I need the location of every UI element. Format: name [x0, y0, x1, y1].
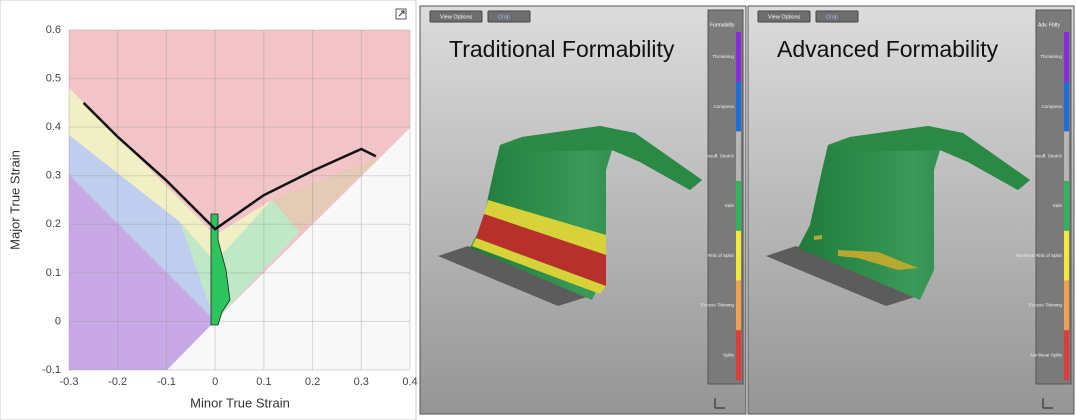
x-tick-label: 0	[212, 376, 218, 388]
region	[180, 200, 300, 321]
toolbar-label: Crop	[498, 14, 510, 20]
expand-icon	[398, 10, 405, 17]
legend-label: Thickening	[1040, 54, 1062, 59]
region	[69, 135, 215, 321]
y-tick-label: 0	[55, 315, 61, 327]
legend-label: Compress	[713, 104, 734, 109]
region	[167, 128, 410, 370]
yellow-spots	[838, 250, 918, 270]
strain-points	[210, 213, 231, 326]
y-tick-label: 0.5	[46, 72, 61, 84]
part-top	[500, 126, 702, 190]
y-tick-label: 0.1	[46, 267, 61, 279]
x-tick-label: -0.3	[60, 376, 79, 388]
yellow-band	[484, 200, 606, 255]
toolbar-button[interactable]	[487, 10, 531, 23]
axis-triad	[1042, 398, 1053, 409]
legend-label: Insuff. Stretch	[1034, 153, 1062, 158]
region	[69, 175, 215, 370]
legend-label: Excess Thinning	[1029, 303, 1062, 308]
legend-swatch	[1064, 32, 1069, 82]
panel-title: Traditional Formability	[449, 36, 675, 62]
viewer-panel: View Options Crop Advanced Formability Adv.…	[747, 5, 1075, 415]
grid	[68, 29, 411, 371]
yellow-spots	[814, 235, 822, 240]
toolbar-label: Crop	[826, 14, 838, 20]
toolbar-button[interactable]	[429, 10, 483, 23]
x-tick-label: -0.1	[157, 376, 176, 388]
legend-label: Thickening	[712, 54, 734, 59]
legend-label: Safe	[1053, 203, 1063, 208]
toolbar-label: View Options	[768, 14, 801, 20]
part-flange	[438, 246, 590, 306]
legend-label: Nonlinear Risk of Splits	[1015, 253, 1062, 258]
red-band	[476, 214, 606, 286]
x-tick-label: 0.3	[354, 376, 369, 388]
legend-title: Adv. Fblty	[1038, 22, 1060, 28]
axis-triad	[714, 398, 725, 409]
legend-swatch	[1064, 181, 1069, 231]
legend-label: Compress	[1041, 104, 1062, 109]
legend-label: Nonlinear Splits	[1030, 352, 1062, 357]
yellow-band	[472, 238, 606, 294]
legend-swatch	[736, 81, 741, 132]
x-tick-label: 0.4	[402, 376, 417, 388]
toolbar-button[interactable]	[815, 10, 859, 23]
y-axis-title: Major True Strain	[7, 150, 22, 250]
legend-swatch	[1064, 81, 1069, 132]
legend-title: Formability	[710, 22, 735, 28]
y-tick-label: 0.3	[46, 170, 61, 182]
legend-swatch	[736, 230, 741, 281]
legend-label: Excess Thinning	[701, 303, 734, 308]
legend-swatch	[1064, 330, 1069, 380]
regions	[69, 30, 410, 370]
toolbar-button[interactable]	[757, 10, 811, 23]
x-tick-label: 0.2	[305, 376, 320, 388]
legend-swatch	[736, 181, 741, 231]
legend-swatch	[1064, 280, 1069, 331]
panel-title: Advanced Formability	[777, 36, 999, 62]
viewer-panel: View Options Crop Traditional Formability F…	[419, 5, 747, 415]
legend-swatch	[1064, 230, 1069, 281]
legend-swatch	[1064, 131, 1069, 182]
part-flange	[766, 246, 918, 306]
y-tick-label: -0.1	[42, 364, 61, 376]
x-tick-label: -0.2	[108, 376, 127, 388]
legend-label: Splits	[723, 352, 735, 357]
part-top	[828, 126, 1030, 190]
legend-swatch	[736, 280, 741, 331]
legend-swatch	[736, 32, 741, 82]
y-tick-label: 0.2	[46, 218, 61, 230]
legend-label: Insuff. Stretch	[706, 153, 734, 158]
toolbar-label: View Options	[440, 14, 473, 20]
x-axis-title: Minor True Strain	[190, 395, 290, 410]
legend-swatch	[736, 330, 741, 380]
legend-label: Safe	[725, 203, 735, 208]
y-tick-label: 0.6	[46, 24, 61, 36]
flc-curve	[82, 101, 377, 231]
x-tick-label: 0.1	[256, 376, 271, 388]
legend-label: Risk of Splits	[708, 253, 735, 258]
y-tick-label: 0.4	[46, 121, 61, 133]
region	[272, 158, 380, 232]
legend-swatch	[736, 131, 741, 182]
